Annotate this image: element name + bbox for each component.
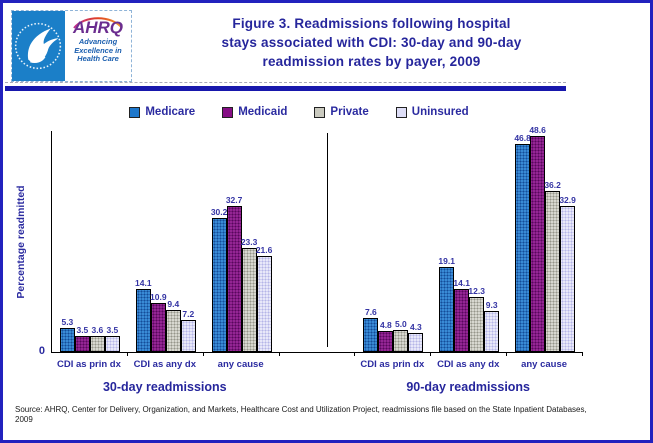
category-label: CDI as any dx — [133, 359, 196, 370]
bar-value-label: 32.9 — [559, 195, 576, 205]
bar-value-label: 3.5 — [106, 325, 119, 335]
header-divider-dashed — [5, 82, 566, 83]
x-axis-tick — [354, 352, 356, 356]
chart-legend: Medicare Medicaid Private Uninsured — [3, 106, 595, 118]
ahrq-logo: AHRQ Advancing Excellence in Health Care — [65, 11, 131, 81]
group-label-90-day: 90-day readmissions — [406, 380, 531, 394]
legend-swatch-icon — [314, 106, 326, 118]
bar-uninsured-6 — [560, 206, 576, 352]
bar-private-2 — [241, 248, 257, 352]
bar-medicare-0 — [59, 328, 75, 352]
bar-value-label: 12.3 — [468, 286, 485, 296]
hhs-eagle-icon — [14, 22, 62, 70]
bar-uninsured-0 — [104, 336, 120, 352]
bar-medicare-2 — [211, 218, 227, 352]
bar-value-label: 4.3 — [409, 322, 422, 332]
x-axis-tick — [430, 352, 432, 356]
legend-swatch-icon — [129, 106, 141, 118]
bar-value-label: 36.2 — [544, 180, 561, 190]
bar-uninsured-4 — [408, 333, 424, 352]
ahrq-wordmark: AHRQ — [72, 18, 124, 37]
legend-item-uninsured: Uninsured — [395, 106, 469, 118]
bar-private-4 — [393, 330, 409, 352]
tagline-line: Advancing — [78, 37, 118, 46]
bar-value-label: 5.0 — [394, 319, 407, 329]
legend-label: Uninsured — [411, 106, 469, 118]
x-axis-labels: CDI as prin dx CDI as any dx any cause 30-d… — [51, 359, 582, 399]
category-label: any cause — [521, 359, 568, 370]
legend-item-private: Private — [314, 106, 369, 118]
legend-item-medicaid: Medicaid — [222, 106, 287, 118]
y-axis-label: Percentage readmitted — [15, 185, 27, 299]
figure-title-line: stays associated with CDI: 30-day and 90… — [221, 35, 522, 50]
y-axis-tick-label: 0 — [38, 345, 45, 357]
header-divider — [5, 86, 566, 91]
bar-uninsured-1 — [180, 320, 196, 352]
bar-medicare-6 — [515, 144, 531, 352]
bar-uninsured-5 — [484, 311, 500, 352]
plot-area: 5.3 14.1 30.2 3.5 10.9 32.7 3.6 9.4 23.3 3.5 7.2 21… — [51, 125, 583, 356]
bar-medicare-1 — [135, 289, 151, 352]
x-axis-tick — [582, 352, 583, 356]
bar-medicare-5 — [439, 267, 455, 352]
bar-value-label: 46.8 — [514, 133, 531, 143]
bar-value-label: 32.7 — [225, 195, 243, 205]
bar-value-label: 19.1 — [438, 256, 455, 266]
legend-label: Private — [330, 106, 369, 118]
category-label: CDI as prin dx — [57, 359, 121, 370]
figure-title: Figure 3. Readmissions following hospita… — [141, 14, 602, 71]
bar-value-label: 48.6 — [529, 125, 546, 135]
category-label: CDI as any dx — [437, 359, 500, 370]
bar-value-label: 3.6 — [91, 325, 104, 335]
bar-value-label: 4.8 — [379, 320, 392, 330]
legend-label: Medicaid — [238, 106, 288, 118]
bar-value-label: 3.5 — [76, 325, 89, 335]
hhs-ahrq-logo: AHRQ Advancing Excellence in Health Care — [11, 10, 132, 82]
bar-value-label: 14.1 — [453, 278, 470, 288]
bar-value-label: 7.6 — [364, 307, 377, 317]
bar-private-6 — [545, 191, 561, 352]
source-note: Source: AHRQ, Center for Delivery, Organ… — [15, 405, 587, 424]
bar-value-label: 23.3 — [240, 237, 258, 247]
bar-value-label: 21.6 — [255, 245, 273, 255]
bar-medicaid-2 — [226, 206, 242, 352]
bar-medicaid-1 — [150, 303, 166, 352]
bar-value-label: 7.2 — [182, 309, 195, 319]
x-axis-tick — [506, 352, 508, 356]
tagline-line: Excellence in — [74, 45, 122, 55]
bar-private-5 — [469, 297, 485, 352]
bar-value-label: 9.4 — [167, 299, 180, 309]
bar-value-label: 9.3 — [485, 300, 498, 310]
bar-value-label: 14.1 — [135, 278, 152, 288]
x-axis-tick — [202, 352, 204, 356]
legend-swatch-icon — [222, 106, 234, 118]
x-axis-tick — [126, 352, 128, 356]
rainbow-arc-icon — [73, 17, 123, 29]
figure-title-line: readmission rates by payer, 2009 — [262, 54, 481, 69]
legend-swatch-icon — [395, 106, 407, 118]
tagline-line: Health Care — [77, 54, 119, 63]
bar-medicare-4 — [363, 318, 379, 352]
bar-uninsured-2 — [256, 256, 272, 352]
x-axis-tick — [278, 352, 280, 356]
bar-value-label: 10.9 — [150, 292, 167, 302]
category-label: CDI as prin dx — [360, 359, 425, 370]
bar-medicaid-5 — [454, 289, 470, 352]
bar-private-0 — [89, 336, 105, 352]
bar-private-1 — [165, 310, 181, 352]
bar-medicaid-4 — [378, 331, 394, 352]
bar-value-label: 5.3 — [61, 317, 74, 327]
category-label: any cause — [217, 359, 264, 370]
bar-medicaid-0 — [74, 336, 90, 352]
figure-title-line: Figure 3. Readmissions following hospita… — [232, 16, 511, 31]
panel-separator-line — [327, 133, 328, 347]
ahrq-tagline: Advancing Excellence in Health Care — [65, 37, 131, 64]
bar-value-label: 30.2 — [210, 207, 228, 217]
hhs-seal-icon — [12, 11, 65, 81]
bar-medicaid-6 — [530, 136, 546, 352]
group-label-30-day: 30-day readmissions — [102, 380, 227, 394]
legend-item-medicare: Medicare — [129, 106, 195, 118]
legend-label: Medicare — [145, 106, 196, 118]
